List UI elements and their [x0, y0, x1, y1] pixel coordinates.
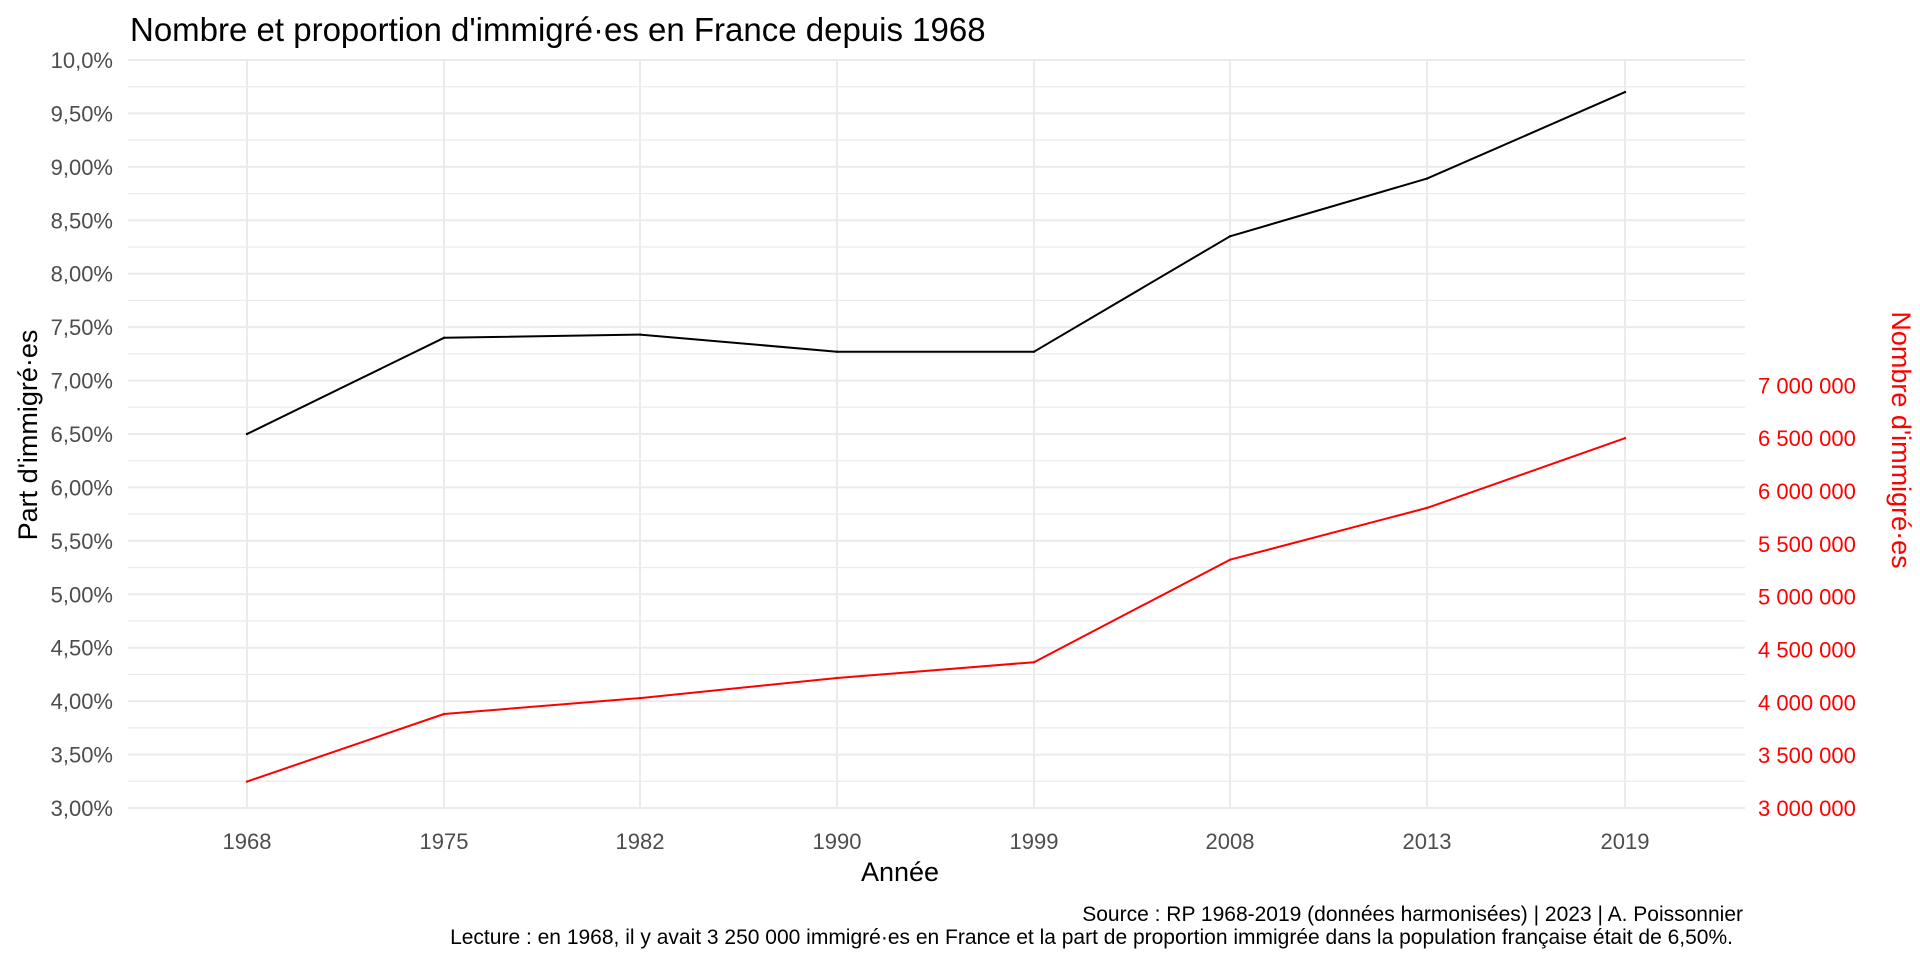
y-tick-label: 8,50% [51, 208, 113, 233]
x-tick-label: 1975 [420, 829, 469, 854]
caption-source: Source : RP 1968-2019 (données harmonisé… [1082, 903, 1743, 926]
data-point-share [1623, 90, 1627, 94]
y2-tick-label: 5 500 000 [1758, 532, 1856, 557]
caption-reading: Lecture : en 1968, il y avait 3 250 000 … [450, 926, 1733, 949]
y-tick-label: 5,50% [51, 529, 113, 554]
y-tick-label: 8,00% [51, 262, 113, 287]
data-point-share [1032, 350, 1036, 353]
y-tick-label: 3,00% [51, 796, 113, 821]
y-tick-label: 5,00% [51, 582, 113, 607]
data-point-share [245, 432, 249, 436]
series-line-count [246, 437, 1626, 783]
y-tick-label: 9,50% [51, 101, 113, 126]
data-point-share [638, 333, 642, 336]
x-tick-label: 1990 [813, 829, 862, 854]
y-tick-label: 10,0% [51, 48, 113, 73]
y2-tick-label: 5 000 000 [1758, 585, 1856, 610]
y2-tick-label: 6 000 000 [1758, 479, 1856, 504]
data-point-share [1228, 235, 1232, 238]
data-point-count [835, 676, 839, 680]
x-axis-title: Année [861, 857, 939, 887]
chart-title: Nombre et proportion d'immigré·es en Fra… [130, 11, 986, 48]
data-point-count [245, 780, 249, 783]
y2-tick-label: 3 500 000 [1758, 743, 1856, 768]
y-tick-label: 9,00% [51, 155, 113, 180]
y2-axis-title: Nombre d'immigré·es [1886, 311, 1916, 568]
y-tick-label: 6,50% [51, 422, 113, 447]
data-point-count [1623, 437, 1627, 440]
y-tick-label: 7,00% [51, 369, 113, 394]
y-tick-label: 4,00% [51, 689, 113, 714]
y-axis-title: Part d'immigré·es [13, 330, 43, 541]
x-tick-label: 2013 [1403, 829, 1452, 854]
y-tick-label: 6,00% [51, 475, 113, 500]
series-lines [245, 90, 1627, 783]
x-tick-label: 1982 [616, 829, 665, 854]
y2-tick-label: 3 000 000 [1758, 796, 1856, 821]
x-tick-label: 1968 [223, 829, 272, 854]
grid [128, 59, 1745, 809]
data-point-share [442, 336, 446, 339]
x-tick-label: 1999 [1010, 829, 1059, 854]
data-point-count [1228, 558, 1232, 561]
y2-tick-label: 4 500 000 [1758, 638, 1856, 663]
y2-tick-label: 4 000 000 [1758, 690, 1856, 715]
y2-tick-label: 6 500 000 [1758, 426, 1856, 451]
data-point-share [1425, 177, 1429, 180]
y-tick-label: 3,50% [51, 743, 113, 768]
data-point-count [1425, 506, 1429, 510]
y-tick-label: 7,50% [51, 315, 113, 340]
series-line-share [246, 91, 1626, 435]
data-point-count [442, 712, 446, 716]
tick-labels: 3,00% 3,50% 4,00% 4,50% 5,00% 5,50% 6,00% 6,50%… [51, 48, 1856, 854]
x-tick-label: 2008 [1206, 829, 1255, 854]
x-tick-label: 2019 [1601, 829, 1650, 854]
data-point-count [638, 696, 642, 700]
data-point-count [1032, 661, 1036, 664]
data-point-share [835, 350, 839, 353]
y2-tick-label: 7 000 000 [1758, 373, 1856, 398]
y-tick-label: 4,50% [51, 636, 113, 661]
